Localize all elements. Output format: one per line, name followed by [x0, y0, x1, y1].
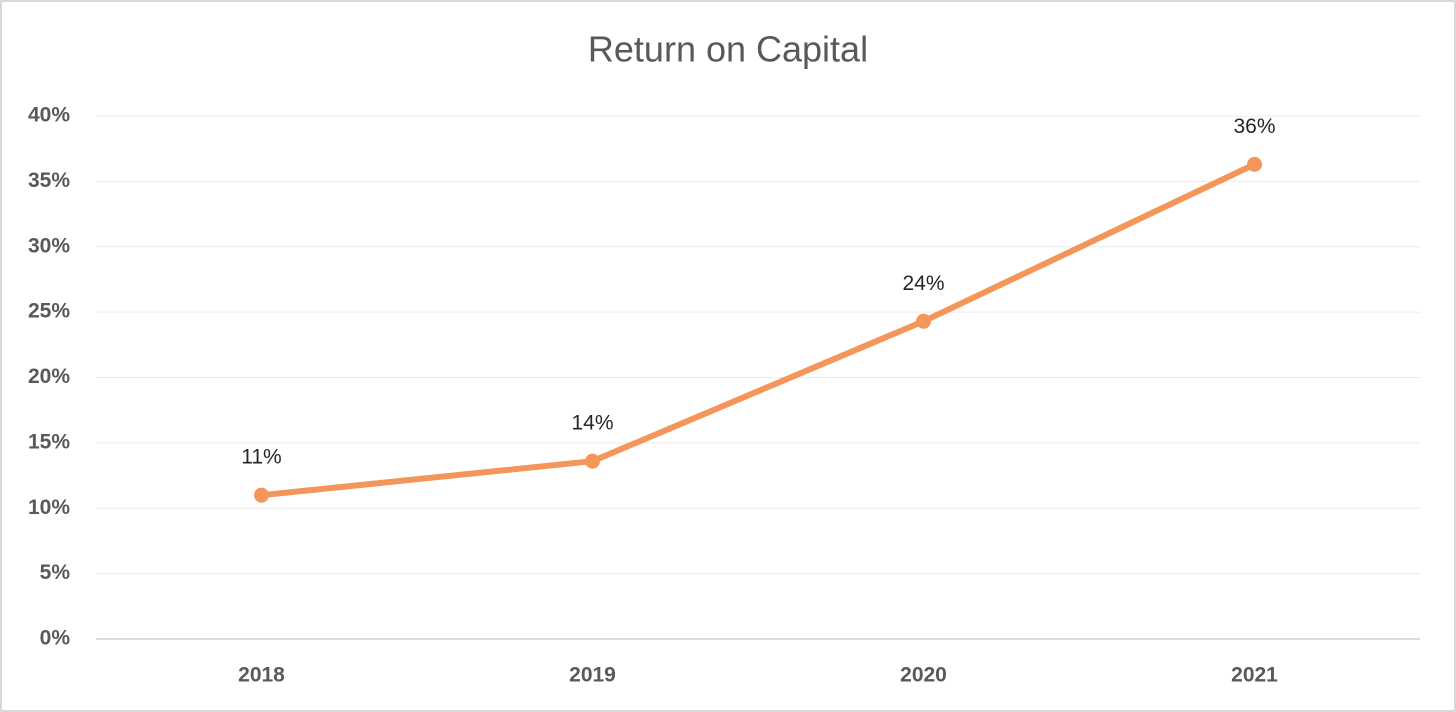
point — [254, 487, 269, 503]
y-tick-label: 5% — [40, 561, 71, 584]
y-tick-label: 0% — [40, 627, 71, 650]
x-tick-label: 2020 — [900, 664, 947, 687]
y-tick-label: 15% — [28, 430, 70, 453]
data-label: 14% — [571, 412, 613, 435]
y-tick-label: 20% — [28, 365, 70, 388]
x-tick-label: 2021 — [1231, 664, 1278, 687]
x-tick-label: 2019 — [569, 664, 616, 687]
point — [1247, 156, 1262, 172]
y-tick-label: 10% — [28, 496, 70, 519]
data-label: 36% — [1233, 115, 1275, 138]
line — [261, 161, 1256, 499]
y-tick-label: 40% — [28, 104, 70, 127]
y-tick-label: 30% — [28, 234, 70, 257]
chart-title: Return on Capital — [588, 29, 868, 70]
data-label: 24% — [902, 272, 944, 295]
y-tick-label: 35% — [28, 169, 70, 192]
point — [916, 313, 931, 329]
y-tick-label: 25% — [28, 300, 70, 323]
data-label: 11% — [241, 446, 281, 469]
point — [585, 453, 600, 469]
x-tick-label: 2018 — [238, 664, 285, 687]
